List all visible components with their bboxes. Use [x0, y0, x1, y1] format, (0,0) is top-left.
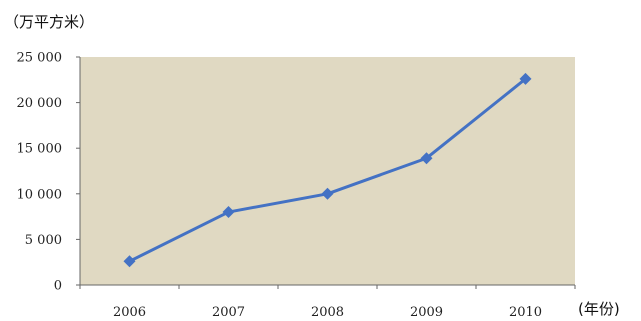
x-tick-label: 2010: [509, 305, 542, 320]
plot-area: [80, 57, 575, 285]
x-axis-ticks: 2006 2007 2008 2009 2010: [79, 285, 576, 320]
x-tick-label: 2009: [410, 305, 443, 320]
y-tick-label: 15 000: [17, 142, 63, 157]
data-point-marker: [519, 72, 532, 85]
data-point-marker: [222, 206, 235, 219]
x-tick-label: 2006: [113, 305, 146, 320]
data-point-marker: [321, 187, 334, 200]
x-tick-label: 2008: [311, 305, 344, 320]
y-axis-label: （万平方米）: [4, 13, 94, 31]
y-tick-label: 25 000: [17, 51, 63, 66]
y-tick-label: 0: [54, 279, 62, 294]
x-axis-label: (年份): [578, 300, 620, 318]
data-point-marker: [420, 152, 433, 165]
y-tick-label: 5 000: [25, 233, 62, 248]
x-tick-label: 2007: [212, 305, 245, 320]
y-axis-ticks: 0 5 000 10 000 15 000 20 000 25 000: [17, 51, 80, 294]
y-tick-label: 10 000: [17, 187, 63, 202]
series-group: [123, 72, 532, 268]
y-tick-label: 20 000: [17, 96, 63, 111]
data-point-marker: [123, 255, 136, 268]
